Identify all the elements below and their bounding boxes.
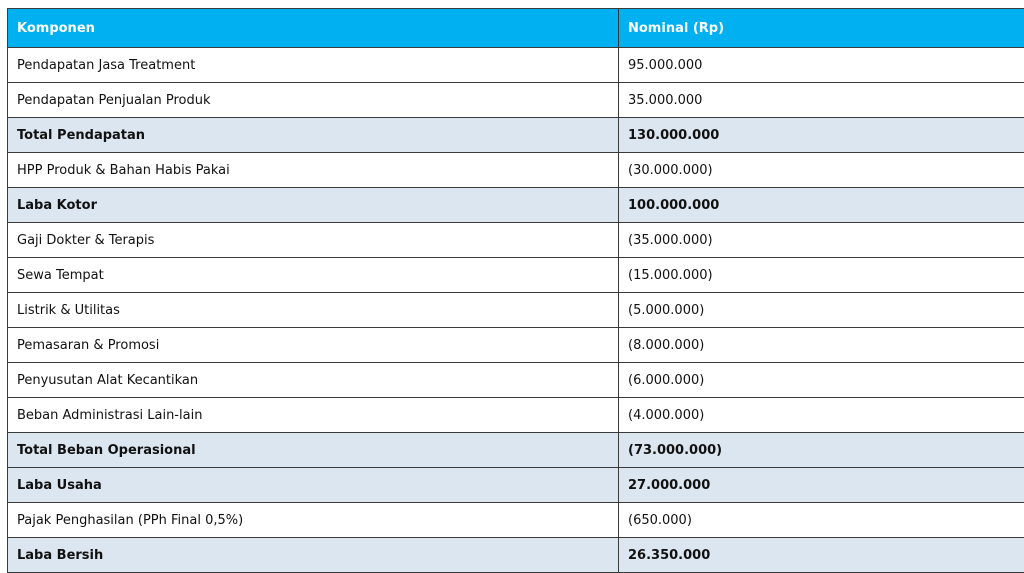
- row-label: Pajak Penghasilan (PPh Final 0,5%): [8, 503, 619, 538]
- row-label: Total Beban Operasional: [8, 433, 619, 468]
- income-statement-table: Komponen Nominal (Rp) Pendapatan Jasa Tr…: [7, 8, 1024, 573]
- row-amount: (6.000.000): [619, 363, 1024, 398]
- row-amount: 26.350.000: [619, 538, 1024, 573]
- row-amount: (8.000.000): [619, 328, 1024, 363]
- row-label: Pemasaran & Promosi: [8, 328, 619, 363]
- row-label: Laba Bersih: [8, 538, 619, 573]
- row-amount: 95.000.000: [619, 48, 1024, 83]
- row-label: Penyusutan Alat Kecantikan: [8, 363, 619, 398]
- table-header: Komponen Nominal (Rp): [8, 9, 1024, 48]
- row-amount: 100.000.000: [619, 188, 1024, 223]
- row-amount: (30.000.000): [619, 153, 1024, 188]
- table-row: Gaji Dokter & Terapis(35.000.000): [8, 223, 1024, 258]
- row-label: Sewa Tempat: [8, 258, 619, 293]
- row-amount: (4.000.000): [619, 398, 1024, 433]
- column-header-component: Komponen: [8, 9, 619, 48]
- table-row: Sewa Tempat(15.000.000): [8, 258, 1024, 293]
- header-row: Komponen Nominal (Rp): [8, 9, 1024, 48]
- row-label: Listrik & Utilitas: [8, 293, 619, 328]
- subtotal-row: Total Beban Operasional(73.000.000): [8, 433, 1024, 468]
- row-label: Laba Kotor: [8, 188, 619, 223]
- row-label: Pendapatan Jasa Treatment: [8, 48, 619, 83]
- income-statement-container: Komponen Nominal (Rp) Pendapatan Jasa Tr…: [7, 8, 1024, 573]
- row-amount: (15.000.000): [619, 258, 1024, 293]
- table-row: Beban Administrasi Lain-lain(4.000.000): [8, 398, 1024, 433]
- row-amount: (5.000.000): [619, 293, 1024, 328]
- row-label: Pendapatan Penjualan Produk: [8, 83, 619, 118]
- row-amount: 35.000.000: [619, 83, 1024, 118]
- table-row: Pajak Penghasilan (PPh Final 0,5%)(650.0…: [8, 503, 1024, 538]
- table-row: HPP Produk & Bahan Habis Pakai(30.000.00…: [8, 153, 1024, 188]
- row-label: Total Pendapatan: [8, 118, 619, 153]
- row-amount: (35.000.000): [619, 223, 1024, 258]
- row-amount: (73.000.000): [619, 433, 1024, 468]
- row-label: Beban Administrasi Lain-lain: [8, 398, 619, 433]
- row-label: Laba Usaha: [8, 468, 619, 503]
- table-row: Listrik & Utilitas(5.000.000): [8, 293, 1024, 328]
- table-row: Pemasaran & Promosi(8.000.000): [8, 328, 1024, 363]
- row-amount: 27.000.000: [619, 468, 1024, 503]
- row-amount: 130.000.000: [619, 118, 1024, 153]
- row-amount: (650.000): [619, 503, 1024, 538]
- row-label: Gaji Dokter & Terapis: [8, 223, 619, 258]
- table-row: Penyusutan Alat Kecantikan(6.000.000): [8, 363, 1024, 398]
- row-label: HPP Produk & Bahan Habis Pakai: [8, 153, 619, 188]
- column-header-amount: Nominal (Rp): [619, 9, 1024, 48]
